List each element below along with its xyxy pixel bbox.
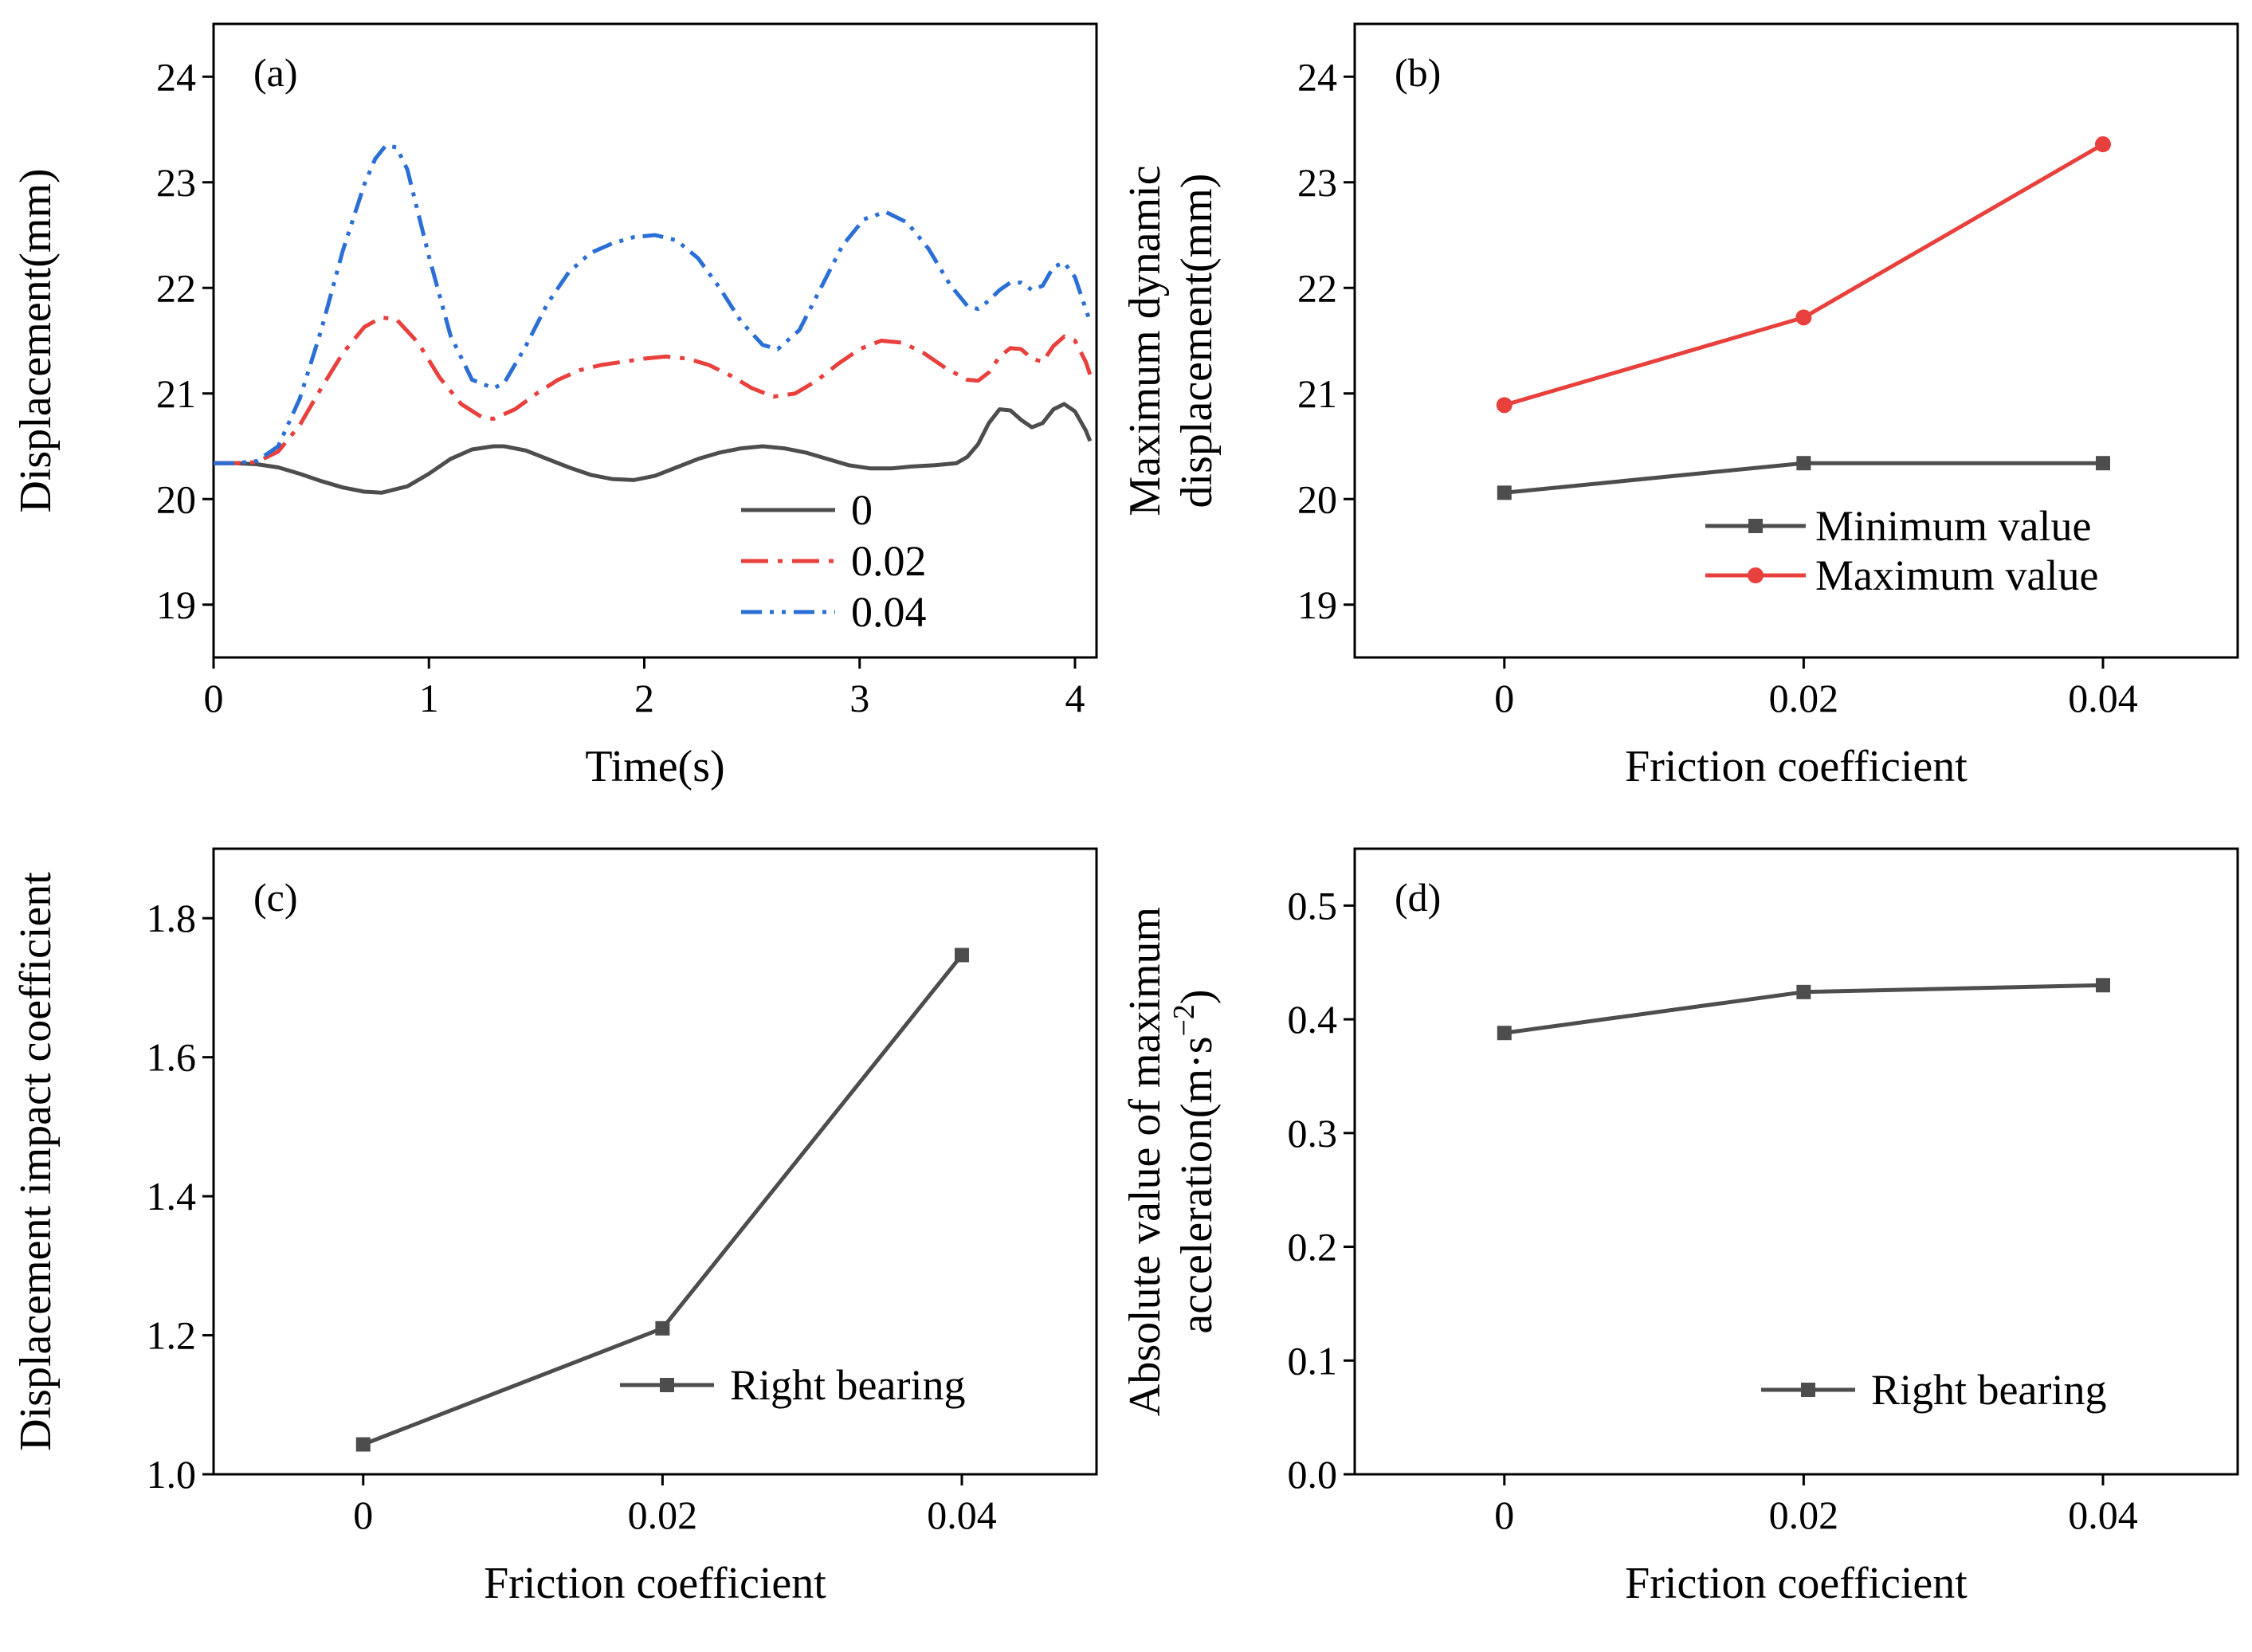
y-tick-label: 20 (1297, 477, 1337, 521)
x-axis-title: Friction coefficient (1625, 742, 1968, 791)
x-tick-label: 0.04 (2068, 1493, 2138, 1537)
panel-label: (a) (253, 50, 298, 95)
y-tick-label: 1.6 (147, 1035, 197, 1080)
y-tick-label: 19 (1297, 583, 1337, 627)
y-axis-title-superscript: −2 (1167, 1004, 1201, 1036)
data-point-marker (2095, 978, 2110, 993)
y-tick-label: 19 (156, 583, 196, 627)
x-tick-label: 0 (204, 676, 224, 720)
x-tick-label: 4 (1065, 676, 1085, 720)
panel-c: 0 0.02 0.04 1.0 1.2 1.4 1.6 1.8 Friction coeffic… (11, 847, 1098, 1608)
y-tick-label: 0.5 (1288, 883, 1338, 928)
plot-frame (212, 847, 1098, 1476)
legend-label-0: Minimum value (1815, 502, 2091, 550)
data-point-marker (355, 1437, 371, 1452)
y-tick-label: 1.0 (147, 1452, 197, 1497)
panel-label: (b) (1395, 50, 1441, 95)
series-line-0 (214, 402, 1093, 495)
y-tick-label: 1.4 (147, 1174, 197, 1218)
panel-b: 0 0.02 0.04 19 20 21 22 23 24 Friction coefficien… (1120, 22, 2239, 791)
legend-marker-0 (1748, 519, 1763, 533)
legend-marker-1 (1748, 567, 1764, 583)
y-tick-label: 23 (156, 160, 196, 205)
legend-label-1: 0.02 (851, 537, 927, 585)
series-line-1 (1504, 142, 2105, 407)
legend-marker-0 (1801, 1383, 1815, 1397)
y-tick-label: 0.0 (1288, 1452, 1338, 1497)
legend-label-0: Right bearing (730, 1361, 965, 1409)
y-axis-title-line-1: Maximum dynamic (1120, 165, 1170, 516)
x-tick-label: 0.04 (927, 1493, 997, 1537)
panel-label: (d) (1395, 875, 1441, 920)
x-tick-label: 3 (849, 676, 869, 720)
data-point-marker (2094, 136, 2111, 153)
data-point-marker (954, 948, 969, 963)
y-tick-label: 1.8 (147, 896, 197, 940)
y-tick-label: 0.4 (1288, 997, 1338, 1042)
y-tick-label: 1.2 (147, 1313, 197, 1358)
legend-label-0: Right bearing (1871, 1366, 2106, 1414)
y-tick-label: 0.1 (1288, 1338, 1338, 1383)
y-tick-label: 24 (156, 54, 196, 99)
data-point-marker (1795, 309, 1812, 326)
x-tick-label: 0.02 (628, 1493, 698, 1537)
series-line-2 (214, 143, 1093, 465)
x-tick-label: 0 (353, 1493, 373, 1537)
panel-d: 0 0.02 0.04 0.0 0.1 0.2 0.3 0.4 0.5 Friction coef… (1120, 847, 2239, 1608)
y-tick-label: 21 (156, 371, 196, 416)
panel-label: (c) (253, 875, 298, 920)
y-tick-label: 22 (1297, 265, 1337, 310)
series-line-1 (214, 315, 1093, 465)
data-point-marker (1796, 456, 1811, 471)
legend-label-0: 0 (851, 486, 873, 534)
data-point-marker (655, 1320, 670, 1336)
x-axis-title: Friction coefficient (1625, 1559, 1968, 1608)
legend-label-1: Maximum value (1815, 551, 2098, 599)
y-tick-label: 24 (1297, 54, 1337, 99)
plot-frame (1353, 22, 2239, 659)
y-axis-title: Displacement(mm) (11, 168, 61, 512)
y-axis-title-line-2: displacement(mm) (1172, 174, 1222, 508)
data-point-marker (1496, 397, 1512, 414)
panel-a: 0 1 2 3 4192021222324Time(s)Displacement(mm)… (11, 22, 1098, 791)
data-point-marker (1497, 485, 1512, 500)
y-axis-title-line-2: acceleration(m·s−2) (1167, 989, 1222, 1333)
y-tick-label: 21 (1297, 371, 1337, 416)
plot-frame (212, 22, 1098, 659)
y-tick-label: 23 (1297, 160, 1337, 205)
y-axis-title-line-1: Absolute value of maximum (1120, 907, 1170, 1416)
x-axis-title: Friction coefficient (484, 1559, 826, 1608)
legend-label-2: 0.04 (851, 588, 927, 636)
x-tick-label: 2 (634, 676, 654, 720)
data-point-marker (1796, 984, 1811, 999)
legend-marker-0 (660, 1378, 674, 1392)
x-tick-label: 0.02 (1769, 676, 1839, 720)
x-axis-title: Time(s) (585, 742, 724, 791)
y-tick-label: 0.2 (1288, 1225, 1338, 1269)
y-tick-label: 20 (156, 477, 196, 521)
data-point-marker (1497, 1026, 1512, 1041)
x-tick-label: 1 (419, 676, 439, 720)
y-tick-label: 0.3 (1288, 1111, 1338, 1156)
x-tick-label: 0 (1494, 676, 1514, 720)
y-axis-title-close-paren: ) (1172, 989, 1222, 1004)
x-tick-label: 0 (1494, 1493, 1514, 1537)
plot-frame (1353, 847, 2239, 1476)
y-axis-title: Displacement impact coefficient (11, 872, 61, 1451)
y-tick-label: 22 (156, 265, 196, 310)
x-tick-label: 0.02 (1769, 1493, 1839, 1537)
data-point-marker (2095, 456, 2110, 471)
x-tick-label: 0.04 (2068, 676, 2138, 720)
